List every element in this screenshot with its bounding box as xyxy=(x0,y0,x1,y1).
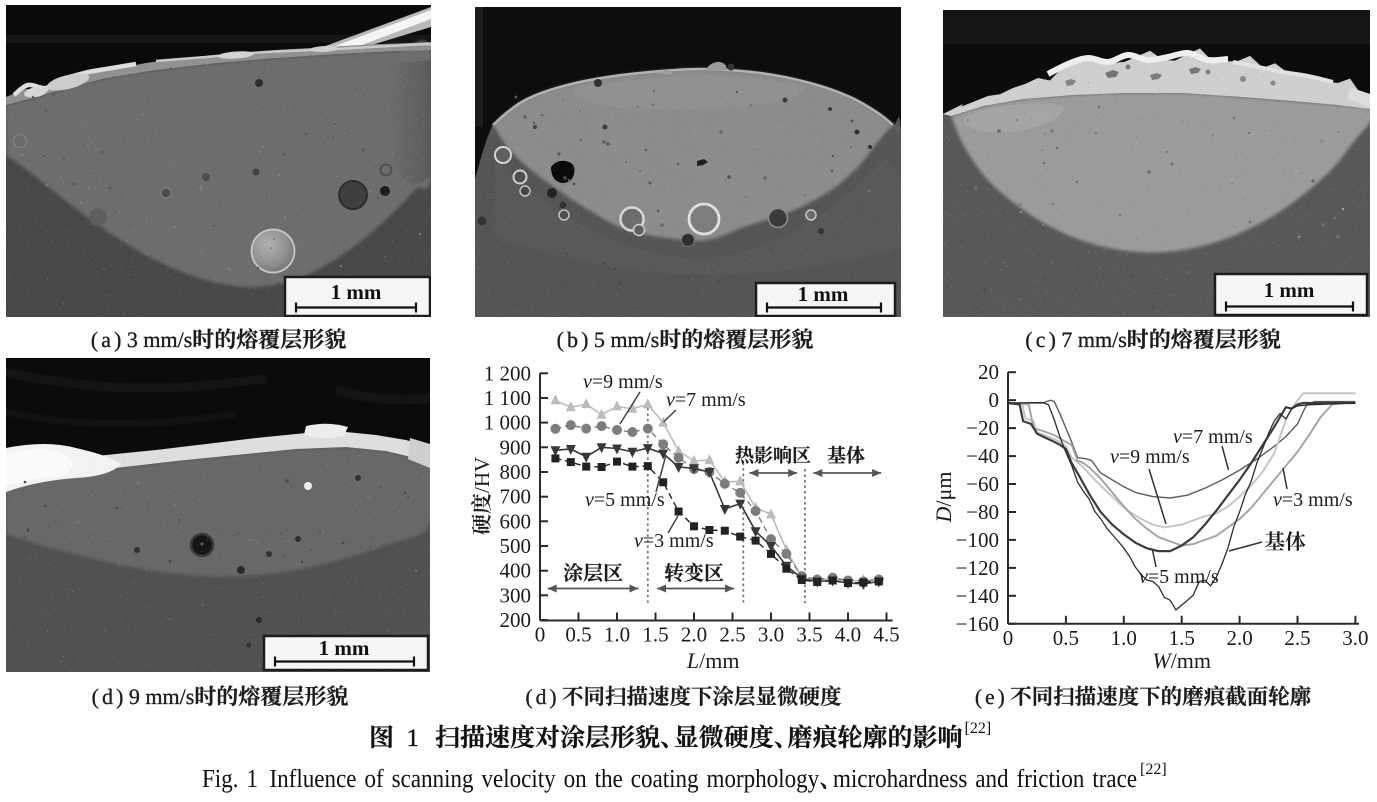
svg-text:−120: −120 xyxy=(956,556,999,580)
svg-text:0.5: 0.5 xyxy=(1053,626,1079,650)
svg-text:D/μm: D/μm xyxy=(931,472,956,524)
svg-text:400: 400 xyxy=(500,559,532,583)
svg-text:[22]: [22] xyxy=(965,720,992,737)
svg-text:1.0: 1.0 xyxy=(604,623,630,647)
svg-text:1 mm: 1 mm xyxy=(319,636,370,660)
svg-text:0: 0 xyxy=(1003,626,1014,650)
svg-text:4.0: 4.0 xyxy=(835,623,861,647)
svg-text:v=9 mm/s: v=9 mm/s xyxy=(1110,446,1190,468)
svg-text:1 100: 1 100 xyxy=(484,386,531,410)
svg-text:0.5: 0.5 xyxy=(565,623,591,647)
svg-text:1.5: 1.5 xyxy=(1169,626,1195,650)
svg-text:2.5: 2.5 xyxy=(1284,626,1310,650)
svg-text:0: 0 xyxy=(535,623,546,647)
svg-text:[22]: [22] xyxy=(1140,761,1167,778)
svg-text:2.0: 2.0 xyxy=(1226,626,1252,650)
svg-text:700: 700 xyxy=(500,485,532,509)
svg-text:2.5: 2.5 xyxy=(719,623,745,647)
svg-text:1.5: 1.5 xyxy=(642,623,668,647)
svg-text:−80: −80 xyxy=(966,500,999,524)
svg-text:−100: −100 xyxy=(956,528,999,552)
svg-text:300: 300 xyxy=(500,583,532,607)
svg-text:4.5: 4.5 xyxy=(873,623,899,647)
svg-text:200: 200 xyxy=(500,608,532,632)
svg-text:−40: −40 xyxy=(966,444,999,468)
svg-text:1.0: 1.0 xyxy=(1111,626,1137,650)
svg-text:W/mm: W/mm xyxy=(1152,648,1211,673)
svg-text:v=7 mm/s: v=7 mm/s xyxy=(666,389,746,411)
svg-text:/HV: /HV xyxy=(470,457,494,493)
svg-text:1 200: 1 200 xyxy=(484,361,531,385)
svg-text:600: 600 xyxy=(500,509,532,533)
svg-text:v=7 mm/s: v=7 mm/s xyxy=(1173,426,1253,448)
svg-text:3.0: 3.0 xyxy=(1342,626,1368,650)
svg-text:−60: −60 xyxy=(966,472,999,496)
svg-text:L/mm: L/mm xyxy=(686,648,740,673)
svg-text:v=3 mm/s: v=3 mm/s xyxy=(634,530,714,552)
svg-text:−140: −140 xyxy=(956,584,999,608)
svg-text:3.0: 3.0 xyxy=(758,623,784,647)
svg-text:1 mm: 1 mm xyxy=(798,282,849,306)
svg-text:−160: −160 xyxy=(956,612,999,636)
svg-text:−20: −20 xyxy=(966,416,999,440)
svg-text:v=5 mm/s: v=5 mm/s xyxy=(585,489,665,511)
svg-text:1 mm: 1 mm xyxy=(1264,278,1315,302)
svg-text:20: 20 xyxy=(978,360,999,384)
svg-text:1 mm: 1 mm xyxy=(331,280,382,304)
svg-text:1 000: 1 000 xyxy=(484,411,531,435)
svg-text:3.5: 3.5 xyxy=(796,623,822,647)
svg-text:v=9 mm/s: v=9 mm/s xyxy=(583,371,663,393)
svg-text:v=3 mm/s: v=3 mm/s xyxy=(1273,489,1353,511)
svg-text:v=5 mm/s: v=5 mm/s xyxy=(1139,566,1219,588)
svg-text:0: 0 xyxy=(989,388,1000,412)
svg-text:800: 800 xyxy=(500,460,532,484)
svg-text:900: 900 xyxy=(500,435,532,459)
svg-text:2.0: 2.0 xyxy=(681,623,707,647)
svg-text:500: 500 xyxy=(500,534,532,558)
